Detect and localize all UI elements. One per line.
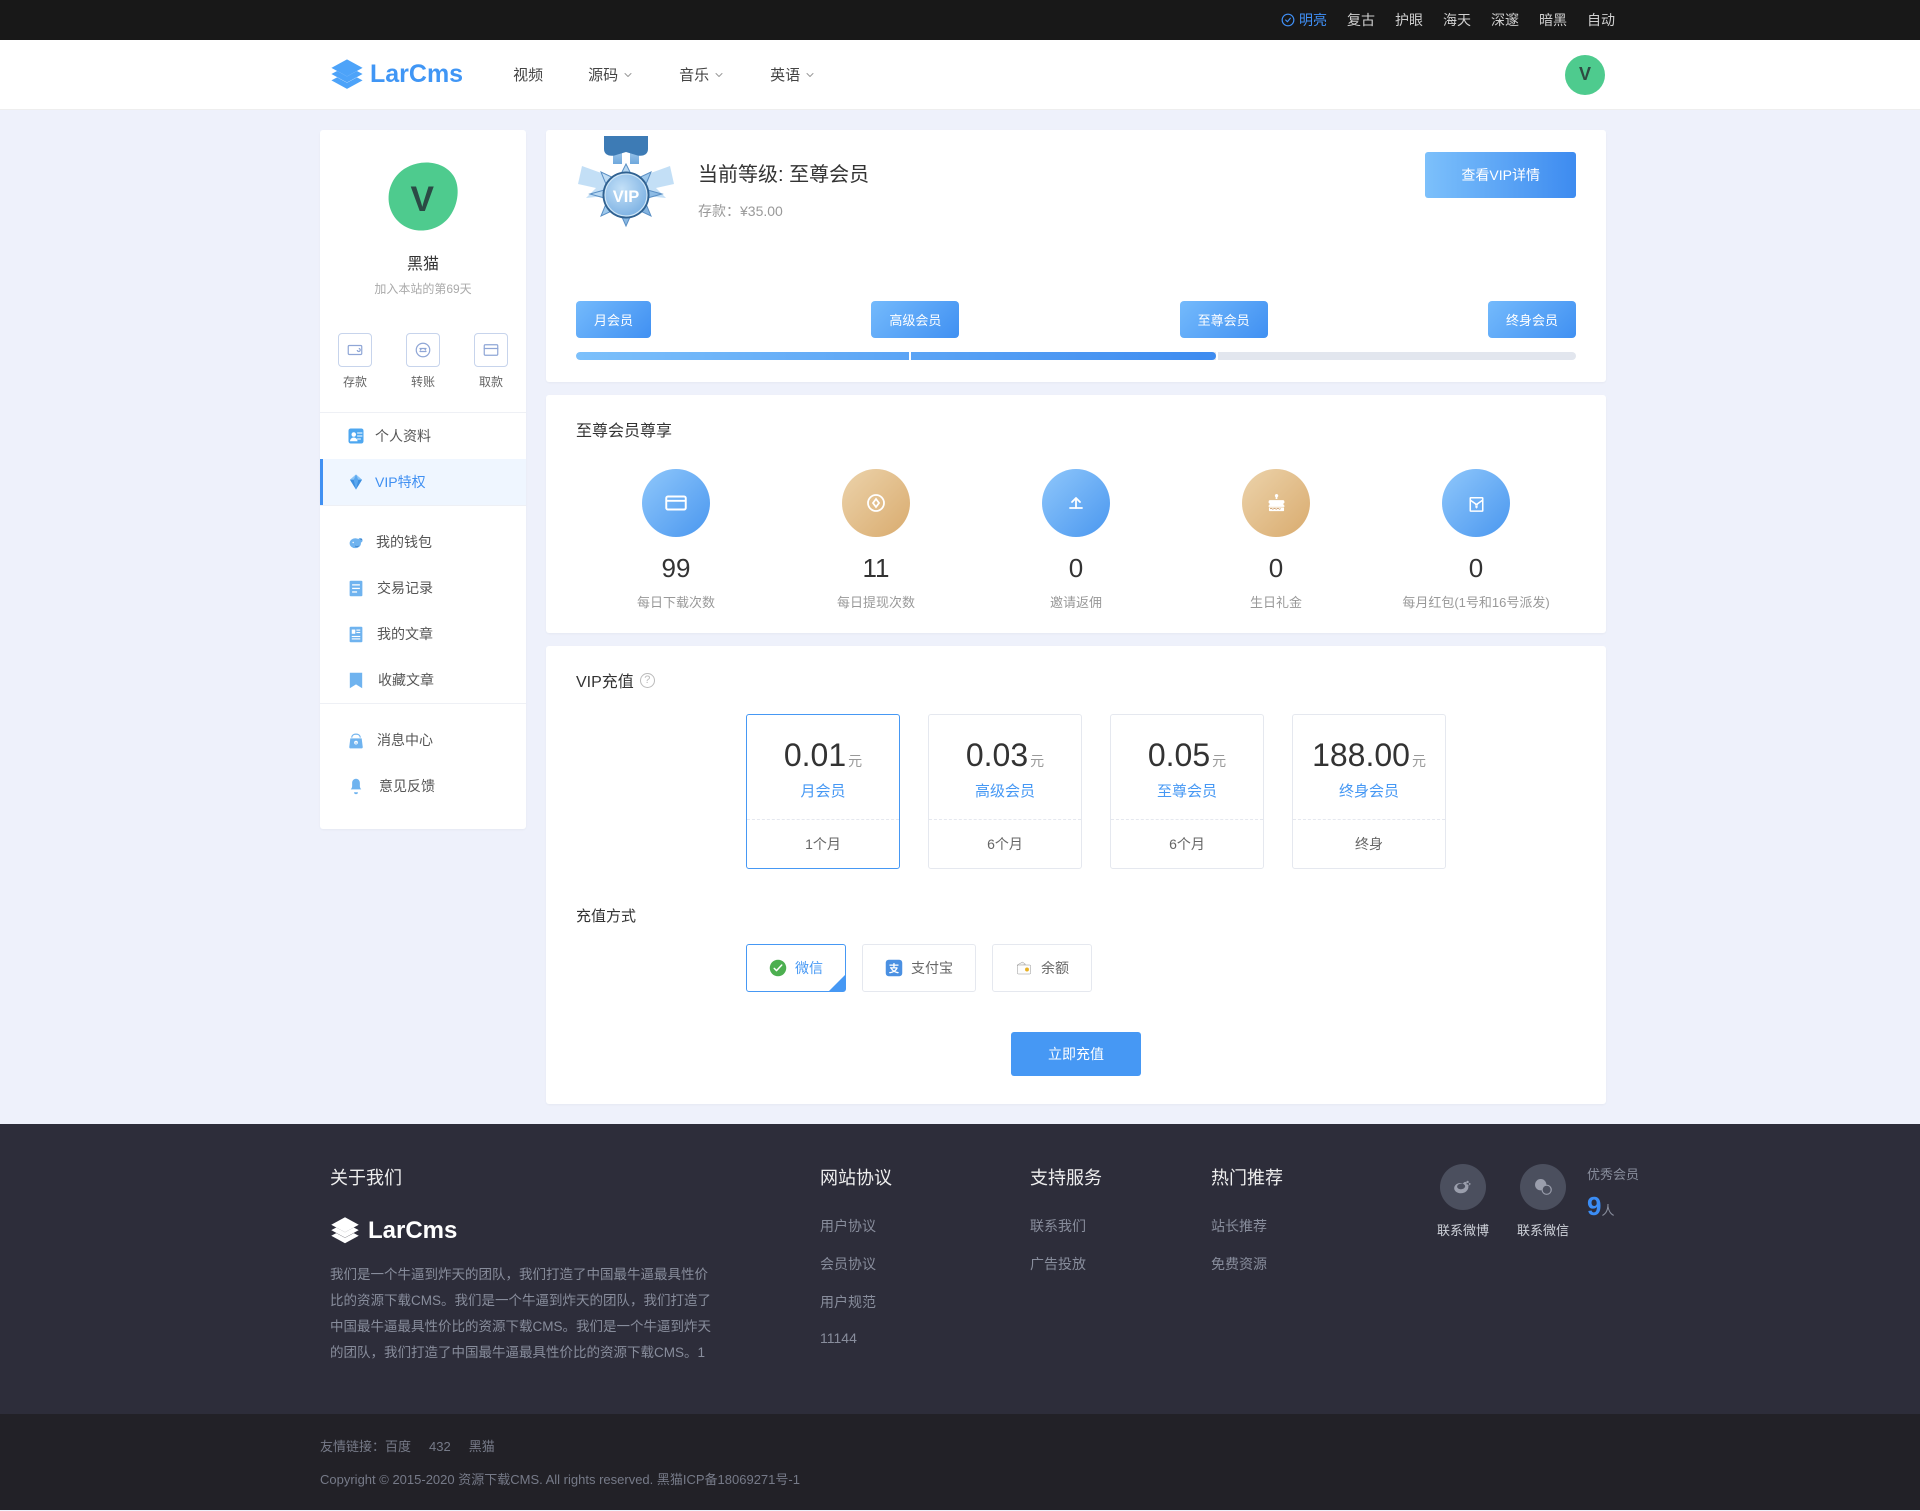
svg-text:VIP: VIP bbox=[613, 188, 640, 206]
svg-text:¥: ¥ bbox=[1474, 503, 1478, 510]
svg-text:V: V bbox=[410, 180, 434, 219]
svg-text:支: 支 bbox=[889, 962, 900, 975]
